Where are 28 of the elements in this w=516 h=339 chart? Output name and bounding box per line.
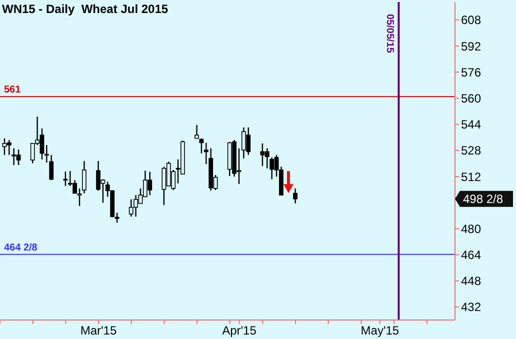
candlestick [12,148,16,166]
y-tick-label: 464 [461,248,482,262]
text: 498 2/8 [463,192,504,206]
y-tick-label: 560 [461,91,482,106]
y-tick-label: 480 [461,222,482,236]
candlestick [6,139,12,156]
y-tick-label: 528 [461,144,482,158]
x-tick-label: May'15 [360,324,400,338]
candlestick [270,156,274,180]
candlestick [77,188,82,207]
x-tick-label: Mar'15 [80,324,117,338]
y-tick-label: 544 [461,118,482,132]
y-tick-label: 592 [461,39,482,54]
candlestick [114,212,120,224]
candlestick [63,171,68,187]
ref-line-label: 561 [4,84,22,96]
y-tick-label: 432 [461,300,482,314]
ref-line-label: 464 2/8 [4,242,38,254]
y-tick-label: 576 [461,65,482,80]
y-tick-label: 512 [461,170,482,184]
y-tick-label: 608 [461,13,482,28]
x-tick-label: Apr'15 [222,324,257,338]
candlestick [194,124,199,139]
y-tick-label: 448 [461,274,482,288]
candlestick [82,160,86,194]
candlestick [293,188,298,204]
chart-title: WN15 - Daily Wheat Jul 2015 [2,2,168,16]
ref-line-label: 05/05/15 [384,14,396,54]
